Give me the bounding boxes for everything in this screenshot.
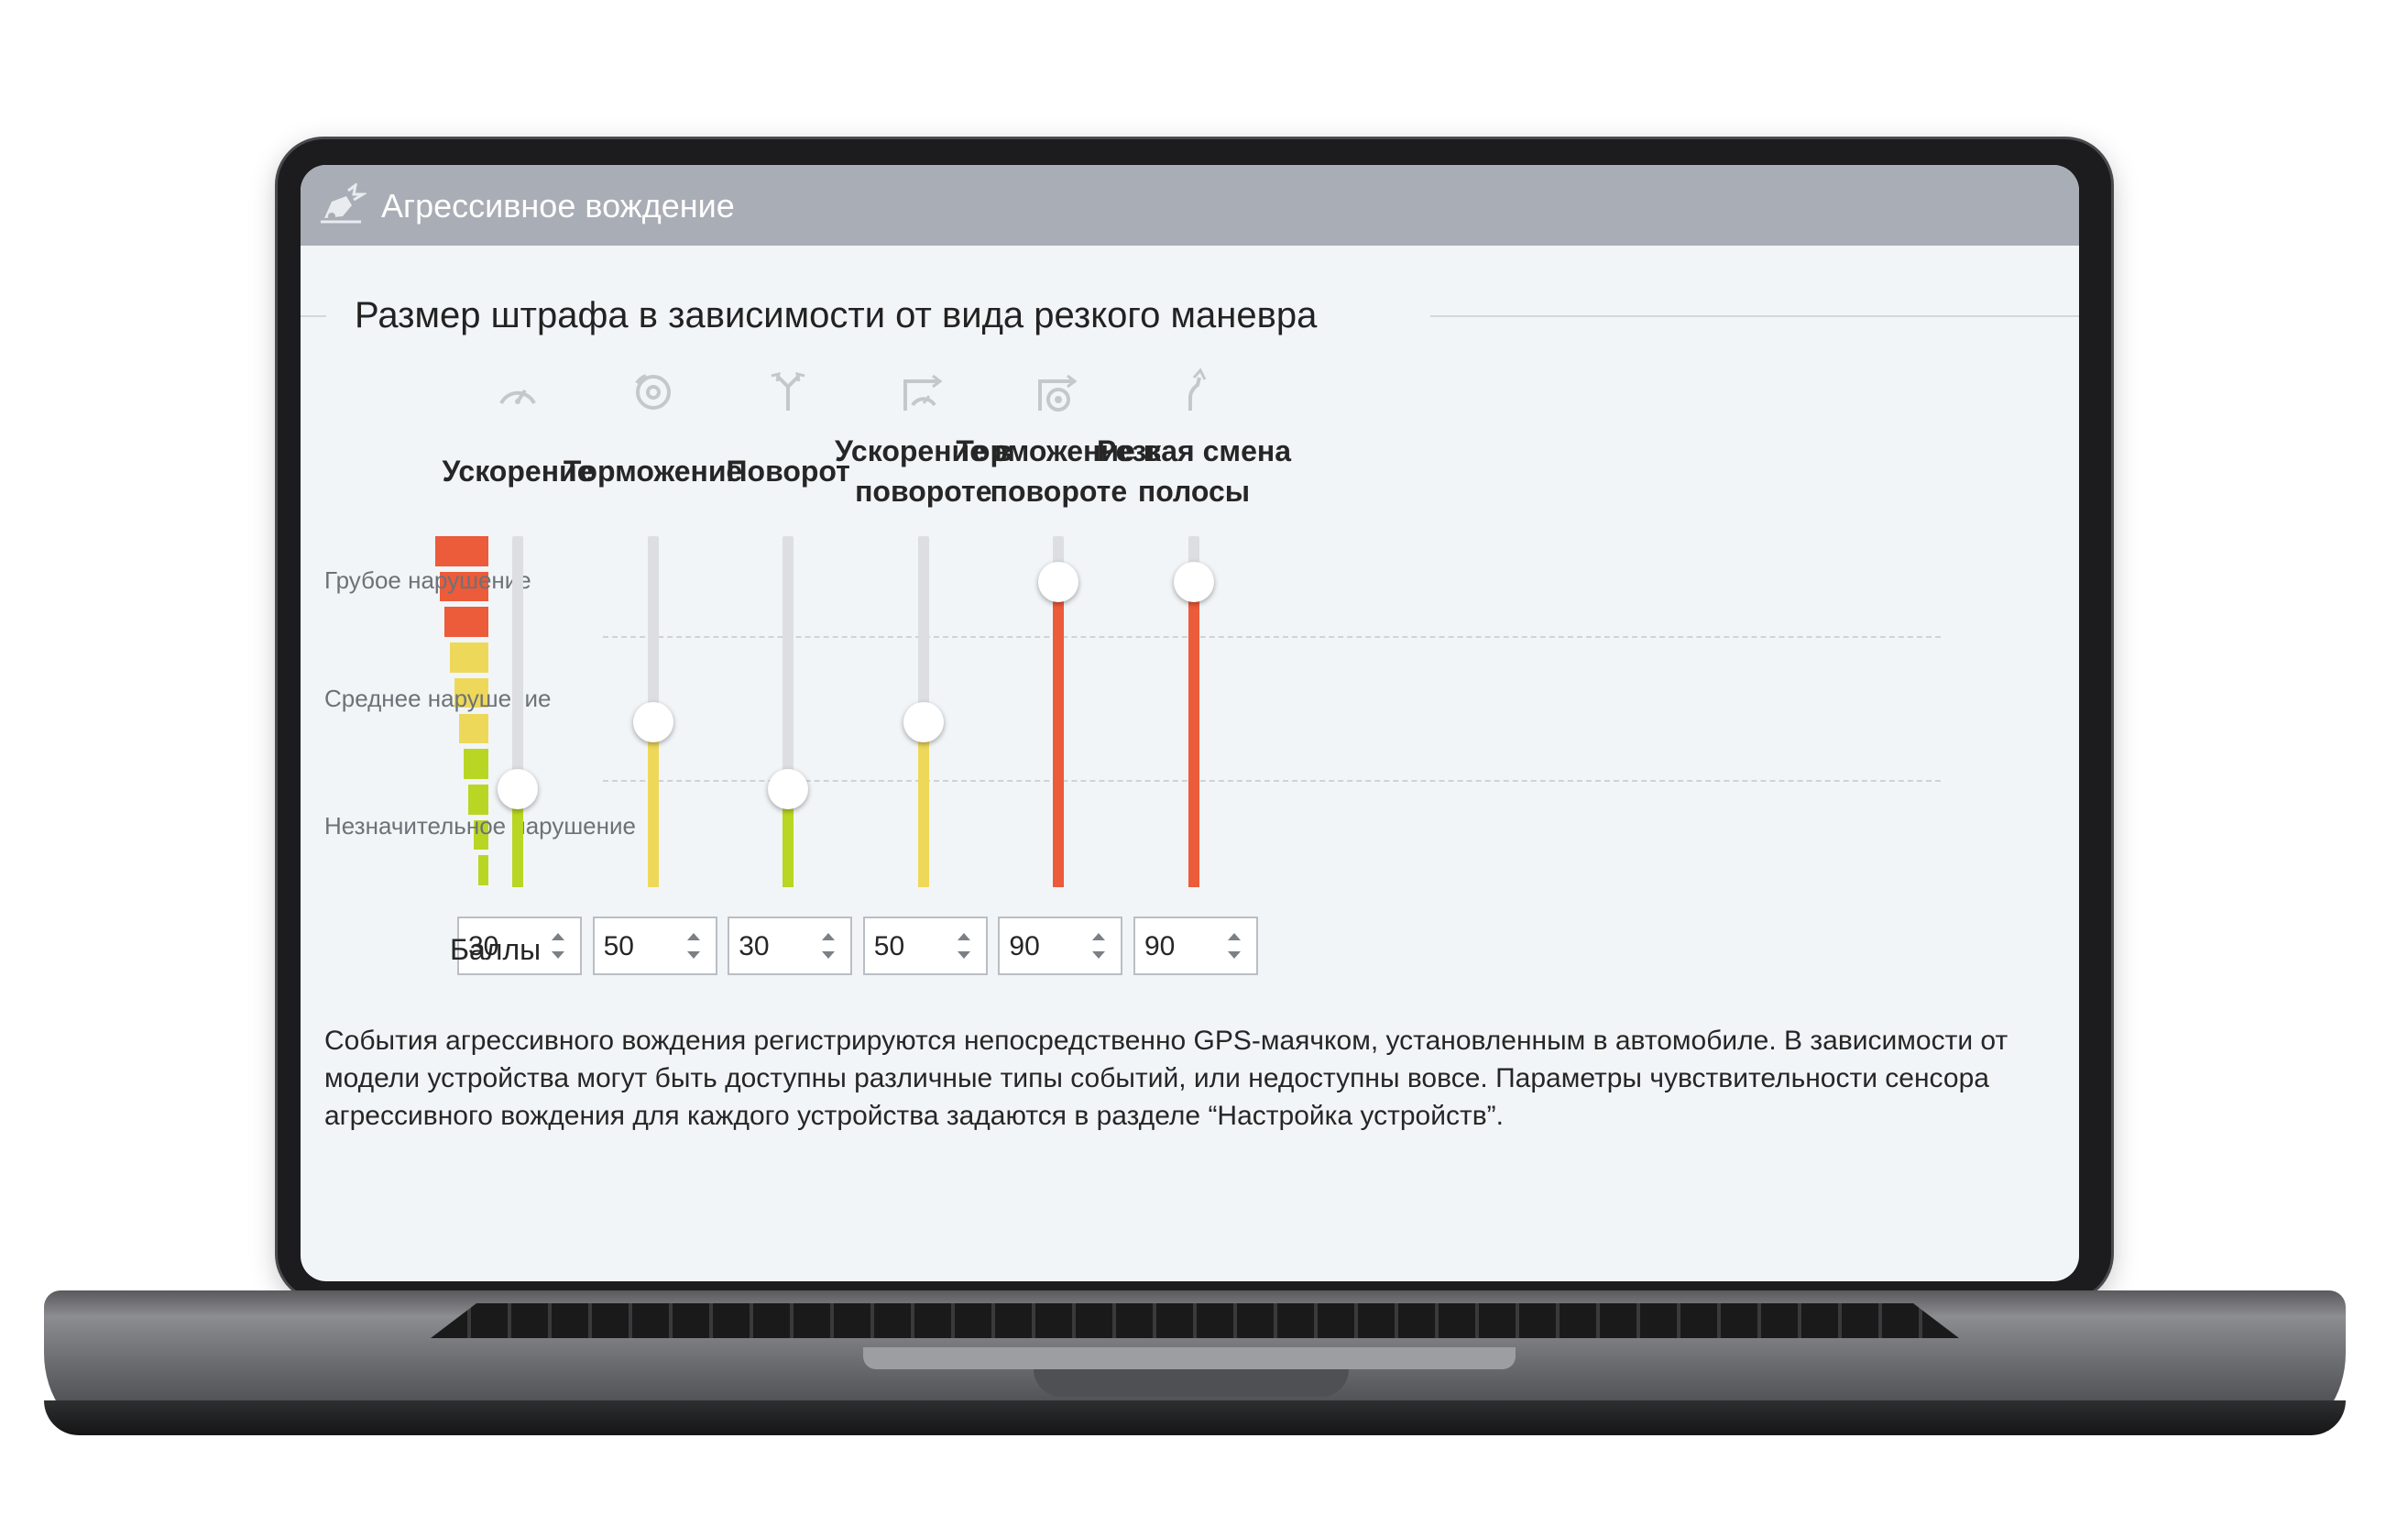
lane-change-icon [1188,368,1207,411]
column-label: Ускорение [442,455,594,488]
points-value[interactable]: 90 [1144,931,1176,961]
slider-track[interactable] [783,536,794,887]
points-label: Баллы [450,933,542,966]
scale-label-minor: Незначительное нарушение [324,812,636,840]
slider-fill [917,722,929,887]
points-spinner[interactable]: 50 [592,917,717,975]
severity-scale-block [468,784,488,815]
slider-handle[interactable] [768,768,809,809]
scale-label-severe: Грубое нарушение [324,566,531,594]
points-value[interactable]: 90 [1009,931,1040,961]
points-spinner[interactable]: 90 [998,917,1123,975]
slider-handle[interactable] [903,701,944,742]
laptop-base-edge [44,1400,2346,1435]
slider-handle[interactable] [632,701,673,742]
severity-scale-block [464,749,488,779]
slider-handle[interactable] [1174,561,1214,602]
slider-fill [1053,582,1065,887]
app-screen: Агрессивное вождение Размер штрафа в зав… [301,165,2079,1281]
window-header: Агрессивное вождение [301,165,2079,246]
points-value[interactable]: 50 [873,931,905,961]
turn-braking-icon [1038,374,1078,412]
severity-scale-block [435,536,488,566]
column-label: Ускорение в повороте [835,434,1012,508]
stepper-arrows-icon[interactable] [1225,926,1243,966]
severity-scale-block [449,642,488,673]
turn-icon [771,371,805,411]
severity-scale-block [454,677,488,708]
description-text: События агрессивного вождения регистриру… [324,1026,2008,1131]
stepper-arrows-icon[interactable] [955,926,973,966]
laptop-front-lip [863,1347,1516,1369]
car-crash-icon [321,183,367,224]
section-divider-right [1430,315,2079,317]
slider-handle[interactable] [1038,561,1079,602]
slider-track[interactable] [512,536,523,887]
turn-acceleration-icon [903,374,943,411]
laptop-notch [1034,1369,1349,1397]
slider-track[interactable] [1053,536,1065,887]
column-label: Поворот [726,455,850,488]
slider-track[interactable] [1188,536,1199,887]
column-label: Торможение в повороте [956,434,1162,508]
slider-fill [1188,582,1199,887]
points-spinner[interactable]: 30 [457,917,582,975]
severity-scale-block [444,607,488,638]
stepper-arrows-icon[interactable] [684,926,703,966]
severity-scale-block [440,571,488,602]
points-value[interactable]: 50 [603,931,634,961]
threshold-line-severe [603,636,1941,638]
slider-fill [512,789,523,887]
points-spinner[interactable]: 90 [1133,917,1258,975]
section-divider-left [301,315,326,317]
column-label: Торможение [563,455,743,488]
severity-scale-block [473,819,488,851]
severity-scale-block [459,713,488,744]
points-value[interactable]: 30 [739,931,770,961]
brake-icon [634,374,671,410]
column-label: Резкая смена полосы [1096,434,1291,508]
slider-fill [783,789,794,887]
points-value[interactable]: 30 [468,931,499,961]
slider-handle[interactable] [498,768,538,809]
threshold-line-medium [603,780,1941,782]
points-spinner[interactable]: 50 [862,917,988,975]
slider-fill [647,722,659,887]
window-title: Агрессивное вождение [381,187,735,225]
speedometer-icon [499,389,536,404]
stepper-arrows-icon[interactable] [1089,926,1108,966]
severity-scale-block [477,855,488,885]
stepper-arrows-icon[interactable] [549,926,567,966]
laptop-keyboard [431,1303,1959,1338]
section-title: Размер штрафа в зависимости от вида резк… [355,295,1318,335]
points-spinner[interactable]: 30 [728,917,853,975]
stepper-arrows-icon[interactable] [819,926,837,966]
